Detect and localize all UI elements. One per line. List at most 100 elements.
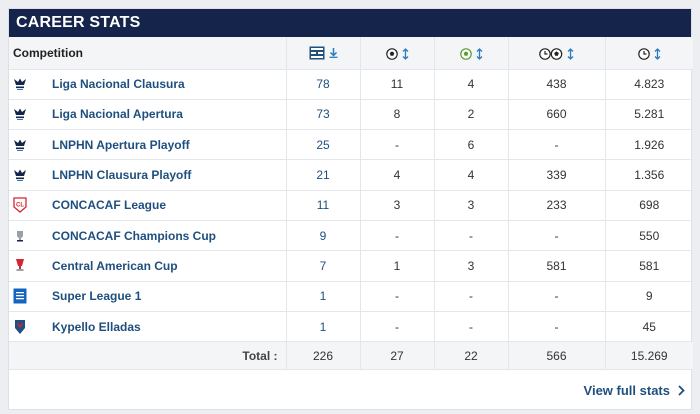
table-row: LNPHN Clausura Playoff 21 4 4 339 1.356 xyxy=(9,159,693,191)
clock-ball-icon xyxy=(539,47,563,60)
competition-link[interactable]: Kypello Elladas xyxy=(52,319,141,334)
minutes-cell: 45 xyxy=(605,311,693,343)
goals-cell: - xyxy=(360,129,435,161)
ball-icon xyxy=(385,47,398,60)
competition-cell: Super League 1 xyxy=(9,281,287,312)
apps-cell: 25 xyxy=(286,129,361,161)
liga-nacional-logo-icon xyxy=(12,106,28,122)
card-title: CAREER STATS xyxy=(9,9,691,37)
table-row: LNPHN Apertura Playoff 25-6-1.926 xyxy=(9,129,693,161)
minutes-column-header[interactable] xyxy=(605,37,693,70)
goals-cell: - xyxy=(360,311,435,343)
apps-column-header[interactable] xyxy=(286,37,361,70)
assists-column-header[interactable] xyxy=(434,37,509,70)
apps-cell: 1 xyxy=(286,311,361,343)
competition-link[interactable]: Liga Nacional Apertura xyxy=(52,107,183,122)
goals-column-header[interactable] xyxy=(360,37,435,70)
apps-cell: 7 xyxy=(286,250,361,282)
sort-desc-icon xyxy=(329,48,337,59)
table-row: Liga Nacional Clausura 78 11 4 438 4.823 xyxy=(9,69,693,100)
career-stats-table: Competition xyxy=(9,37,693,371)
minutes-per-goal-cell: - xyxy=(508,311,606,343)
minutes-per-goal-cell: 438 xyxy=(508,69,606,100)
minutes-cell: 698 xyxy=(605,190,693,221)
competition-cell: Central American Cup xyxy=(9,250,287,282)
table-header-row: Competition xyxy=(9,37,693,70)
goals-cell: - xyxy=(360,220,435,252)
career-stats-card: CAREER STATS Competition xyxy=(8,8,693,410)
assists-cell: 3 xyxy=(434,190,509,221)
goals-cell: 1 xyxy=(360,250,435,282)
minutes-per-goal-cell: 233 xyxy=(508,190,606,221)
minutes-cell: 1.926 xyxy=(605,129,693,161)
assists-cell: 2 xyxy=(434,99,509,131)
competition-link[interactable]: CONCACAF League xyxy=(52,198,167,213)
svg-text:CL: CL xyxy=(16,203,24,209)
minutes-per-goal-cell: - xyxy=(508,129,606,161)
apps-cell: 9 xyxy=(286,220,361,252)
minutes-per-goal-cell: 339 xyxy=(508,159,606,191)
minutes-per-goal-cell: - xyxy=(508,220,606,252)
competition-cell: Kypello Elladas xyxy=(9,311,287,343)
total-row: Total : 226 27 22 566 15.269 xyxy=(9,341,693,371)
sort-icon xyxy=(567,47,574,60)
view-full-stats-link[interactable]: View full stats xyxy=(584,383,685,398)
goals-cell: 11 xyxy=(360,69,435,100)
apps-cell: 78 xyxy=(286,69,361,100)
minutes-per-goal-cell: - xyxy=(508,281,606,312)
total-goals: 27 xyxy=(360,341,435,371)
kypello-logo-icon xyxy=(12,319,28,335)
apps-cell: 1 xyxy=(286,281,361,312)
clock-icon xyxy=(637,47,650,60)
apps-cell: 73 xyxy=(286,99,361,131)
liga-nacional-logo-icon xyxy=(12,76,28,92)
assists-cell: - xyxy=(434,311,509,343)
competition-link[interactable]: LNPHN Apertura Playoff xyxy=(52,137,190,152)
assists-cell: 4 xyxy=(434,159,509,191)
competition-link[interactable]: Super League 1 xyxy=(52,289,142,304)
minutes-cell: 4.823 xyxy=(605,69,693,100)
total-minutes: 15.269 xyxy=(605,341,693,371)
competition-cell: LNPHN Apertura Playoff xyxy=(9,129,287,161)
table-row: Central American Cup 7 1 3 581 581 xyxy=(9,250,693,282)
lineup-icon xyxy=(309,46,324,60)
competition-link[interactable]: CONCACAF Champions Cup xyxy=(52,228,216,243)
competition-link[interactable]: LNPHN Clausura Playoff xyxy=(52,168,192,183)
competition-link[interactable]: Liga Nacional Clausura xyxy=(52,77,185,92)
competition-cell: CL CONCACAF League xyxy=(9,190,287,221)
competition-cell: CONCACAF Champions Cup xyxy=(9,220,287,252)
assists-cell: 3 xyxy=(434,250,509,282)
minutes-per-goal-column-header[interactable] xyxy=(508,37,606,70)
assists-cell: 6 xyxy=(434,129,509,161)
competition-cell: LNPHN Clausura Playoff xyxy=(9,159,287,191)
sort-icon xyxy=(402,47,408,60)
assist-icon xyxy=(459,47,472,60)
total-label: Total : xyxy=(9,341,287,371)
table-row: CONCACAF Champions Cup 9- - -550 xyxy=(9,220,693,252)
minutes-cell: 9 xyxy=(605,281,693,312)
assists-cell: - xyxy=(434,281,509,312)
minutes-per-goal-cell: 581 xyxy=(508,250,606,282)
goals-cell: 4 xyxy=(360,159,435,191)
super-league-logo-icon xyxy=(12,288,28,304)
minutes-cell: 550 xyxy=(605,220,693,252)
assists-cell: 4 xyxy=(434,69,509,100)
table-row: CL CONCACAF League 11 3 3 233 698 xyxy=(9,190,693,221)
competition-cell: Liga Nacional Apertura xyxy=(9,99,287,131)
total-minutes-per-goal: 566 xyxy=(508,341,606,371)
goals-cell: 8 xyxy=(360,99,435,131)
apps-cell: 21 xyxy=(286,159,361,191)
concacaf-league-logo-icon: CL xyxy=(12,197,28,214)
competition-cell: Liga Nacional Clausura xyxy=(9,69,287,100)
minutes-per-goal-cell: 660 xyxy=(508,99,606,131)
total-apps: 226 xyxy=(286,341,361,371)
central-american-cup-logo-icon xyxy=(12,258,28,274)
liga-nacional-logo-icon xyxy=(12,137,28,153)
minutes-cell: 581 xyxy=(605,250,693,282)
minutes-cell: 5.281 xyxy=(605,99,693,131)
sort-icon xyxy=(476,47,482,60)
total-assists: 22 xyxy=(434,341,509,371)
table-row: Liga Nacional Apertura 73 8 2 660 5.281 xyxy=(9,99,693,131)
competition-link[interactable]: Central American Cup xyxy=(52,258,178,273)
